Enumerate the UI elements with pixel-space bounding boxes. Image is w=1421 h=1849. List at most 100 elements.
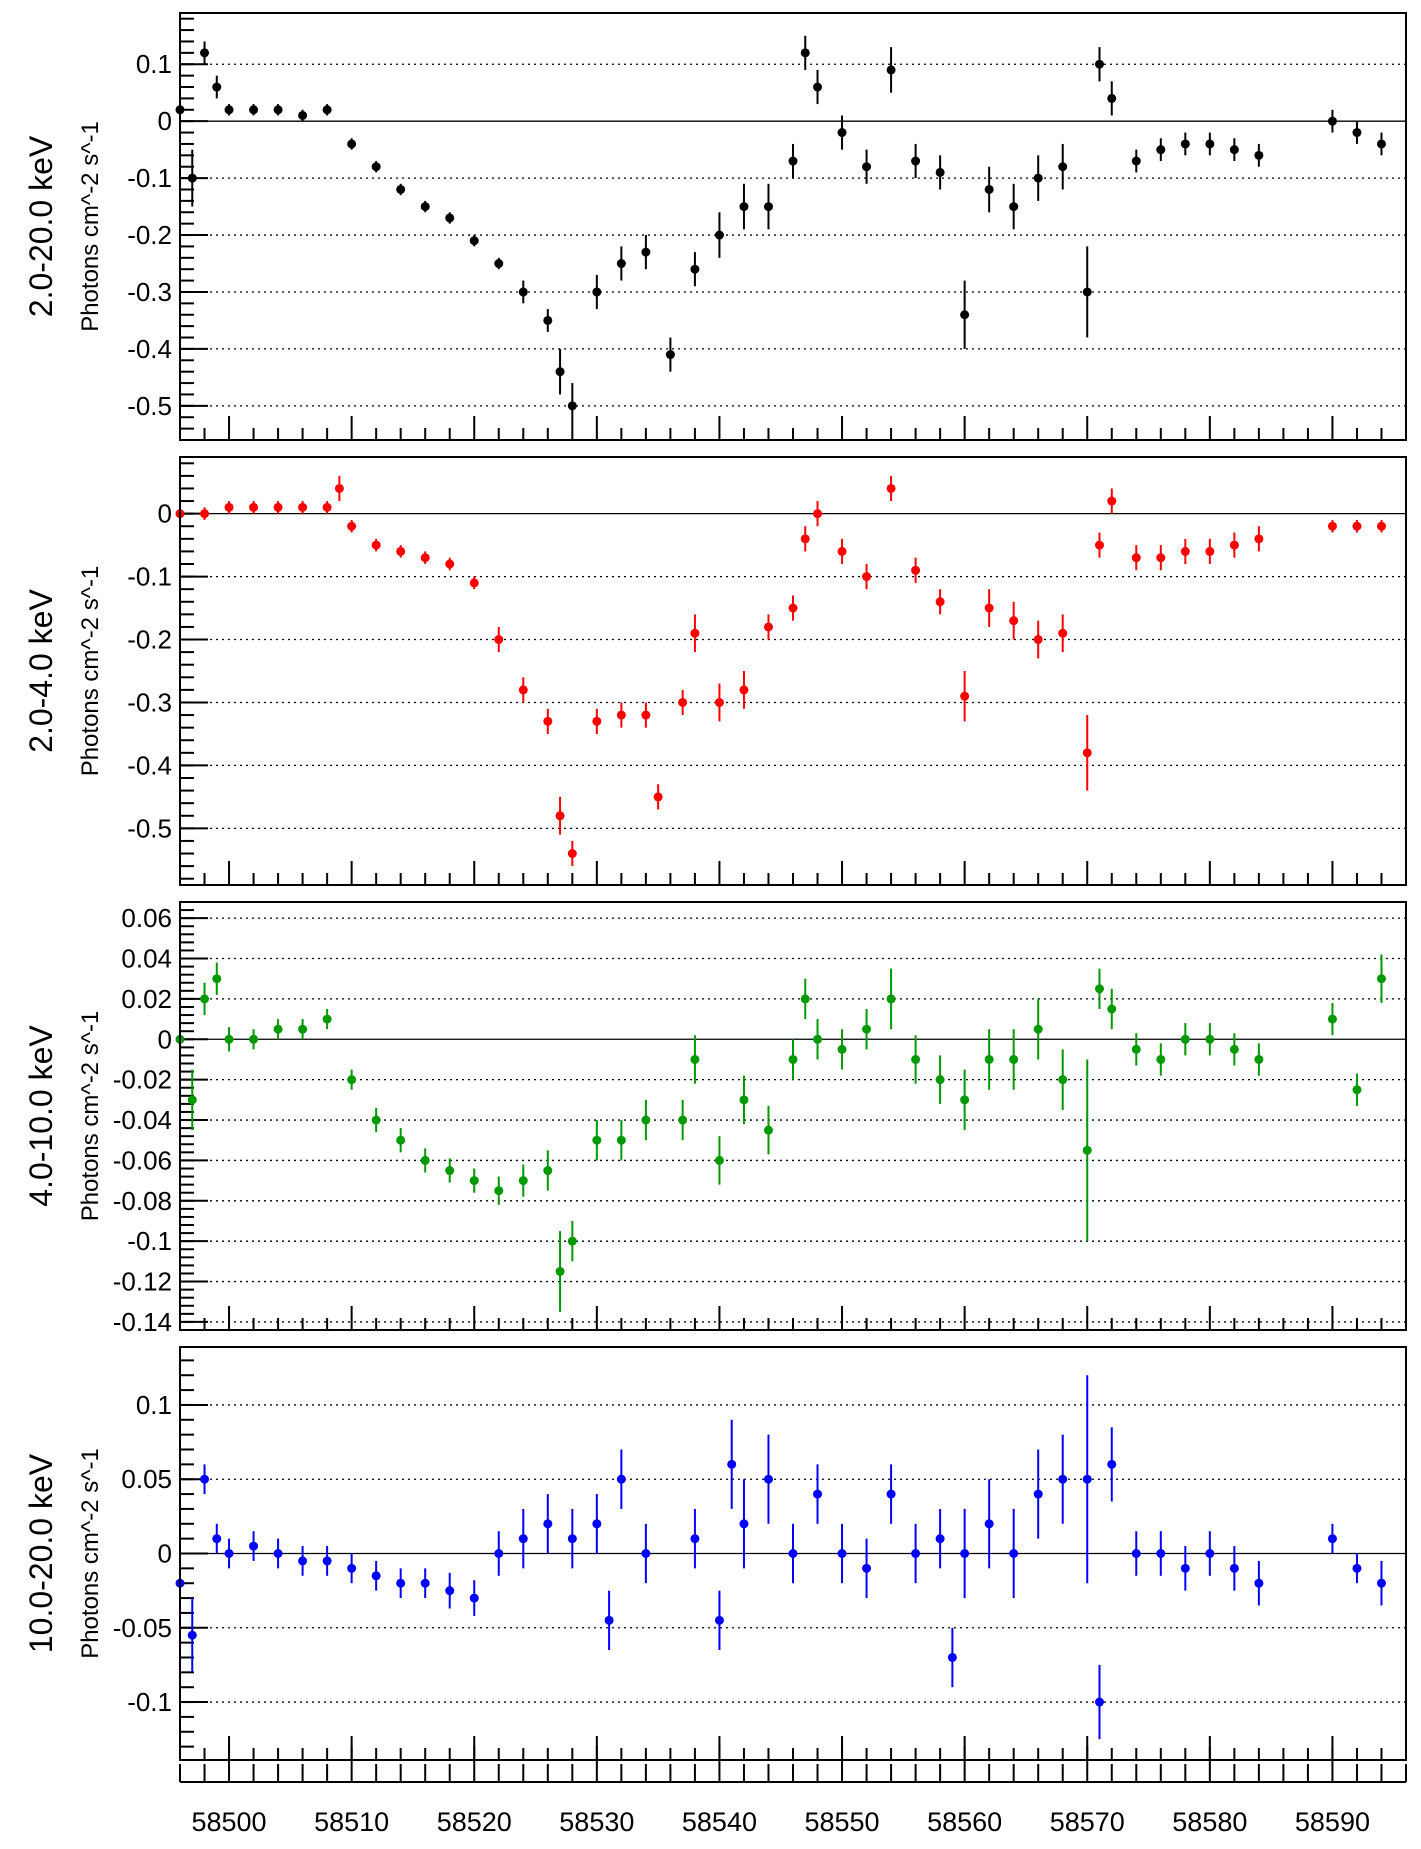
data-point: [1229, 1044, 1239, 1054]
y-tick-label: -0.04: [113, 1105, 172, 1135]
x-tick-label: 58510: [314, 1807, 389, 1837]
panel-frame: [179, 901, 1407, 1331]
data-point: [641, 247, 651, 257]
data-point: [1254, 1054, 1264, 1064]
data-point: [984, 184, 994, 194]
data-point: [212, 974, 222, 984]
y-tick-label: 0.06: [121, 903, 172, 933]
y-axis-label: Photons cm^-2 s^-1: [77, 566, 104, 777]
y-tick-label: -0.5: [127, 391, 172, 421]
data-point: [813, 509, 823, 519]
data-point: [249, 105, 259, 115]
data-point: [322, 1556, 332, 1566]
data-point: [543, 716, 553, 726]
data-point: [1254, 534, 1264, 544]
data-point: [322, 1014, 332, 1024]
data-point: [739, 685, 749, 695]
y-tick-label: -0.02: [113, 1065, 172, 1095]
data-point: [298, 502, 308, 512]
data-point: [298, 1556, 308, 1566]
data-point: [249, 1541, 259, 1551]
data-point: [886, 994, 896, 1004]
y-tick-label: -0.06: [113, 1145, 172, 1175]
y-tick-label: -0.2: [127, 220, 172, 250]
data-point: [690, 1054, 700, 1064]
data-point: [653, 792, 663, 802]
panel-frame: [179, 456, 1407, 886]
data-point: [518, 685, 528, 695]
y-tick-label: -0.3: [127, 277, 172, 307]
data-point: [371, 162, 381, 172]
data-point: [1131, 1549, 1141, 1558]
data-point: [322, 502, 332, 512]
data-point: [1229, 145, 1239, 155]
data-point: [224, 502, 234, 512]
data-point: [334, 483, 344, 493]
data-point: [187, 1095, 197, 1105]
data-point: [445, 213, 455, 223]
band-label: 10.0-20.0 keV: [23, 1453, 59, 1653]
y-tick-label: -0.5: [127, 813, 172, 843]
data-point: [1352, 1563, 1362, 1573]
y-tick-label: 0.1: [136, 49, 172, 79]
data-point: [935, 167, 945, 177]
data-point: [1009, 616, 1019, 626]
data-point: [1205, 546, 1215, 556]
data-point: [641, 1549, 651, 1558]
x-tick-label: 58500: [191, 1807, 266, 1837]
data-point: [837, 128, 847, 138]
data-point: [494, 635, 504, 645]
data-point: [543, 1519, 553, 1529]
data-point: [1058, 1474, 1068, 1484]
data-point: [494, 1186, 504, 1196]
data-point: [1131, 156, 1141, 166]
data-point: [911, 156, 921, 166]
data-point: [714, 1155, 724, 1165]
data-point: [567, 401, 577, 411]
y-tick-label: 0: [158, 499, 172, 529]
data-point: [714, 230, 724, 240]
data-point: [200, 994, 210, 1004]
data-point: [911, 565, 921, 575]
data-point: [800, 48, 810, 58]
data-point: [494, 259, 504, 269]
data-point: [1180, 139, 1190, 149]
data-point: [1156, 145, 1166, 155]
data-point: [592, 287, 602, 297]
data-point: [813, 82, 823, 92]
data-point: [1327, 521, 1337, 531]
data-point: [690, 628, 700, 638]
data-point: [445, 559, 455, 569]
data-point: [935, 1534, 945, 1544]
data-point: [911, 1054, 921, 1064]
y-tick-label: -0.05: [113, 1613, 172, 1643]
y-tick-label: -0.4: [127, 750, 172, 780]
data-point: [396, 546, 406, 556]
data-point: [862, 1563, 872, 1573]
x-tick-label: 58540: [682, 1807, 757, 1837]
data-point: [1107, 1459, 1117, 1469]
data-point: [788, 603, 798, 613]
data-point: [641, 1115, 651, 1125]
data-point: [347, 1075, 357, 1085]
data-point: [616, 1474, 626, 1484]
data-point: [1033, 1489, 1043, 1499]
data-point: [1107, 496, 1117, 506]
data-point: [641, 710, 651, 720]
data-point: [1095, 59, 1104, 69]
data-point: [1033, 635, 1043, 645]
data-point: [298, 1024, 308, 1034]
y-tick-label: 0: [158, 106, 172, 136]
data-point: [1376, 521, 1386, 531]
y-tick-label: -0.1: [127, 163, 172, 193]
data-point: [947, 1652, 957, 1662]
data-point: [800, 534, 810, 544]
data-point: [249, 1034, 259, 1044]
data-point: [1131, 553, 1141, 563]
x-tick-label: 58550: [804, 1807, 879, 1837]
data-point: [763, 1125, 773, 1135]
data-point: [322, 105, 332, 115]
data-point: [1376, 1578, 1386, 1588]
data-point: [469, 578, 479, 588]
data-point: [616, 1135, 626, 1145]
